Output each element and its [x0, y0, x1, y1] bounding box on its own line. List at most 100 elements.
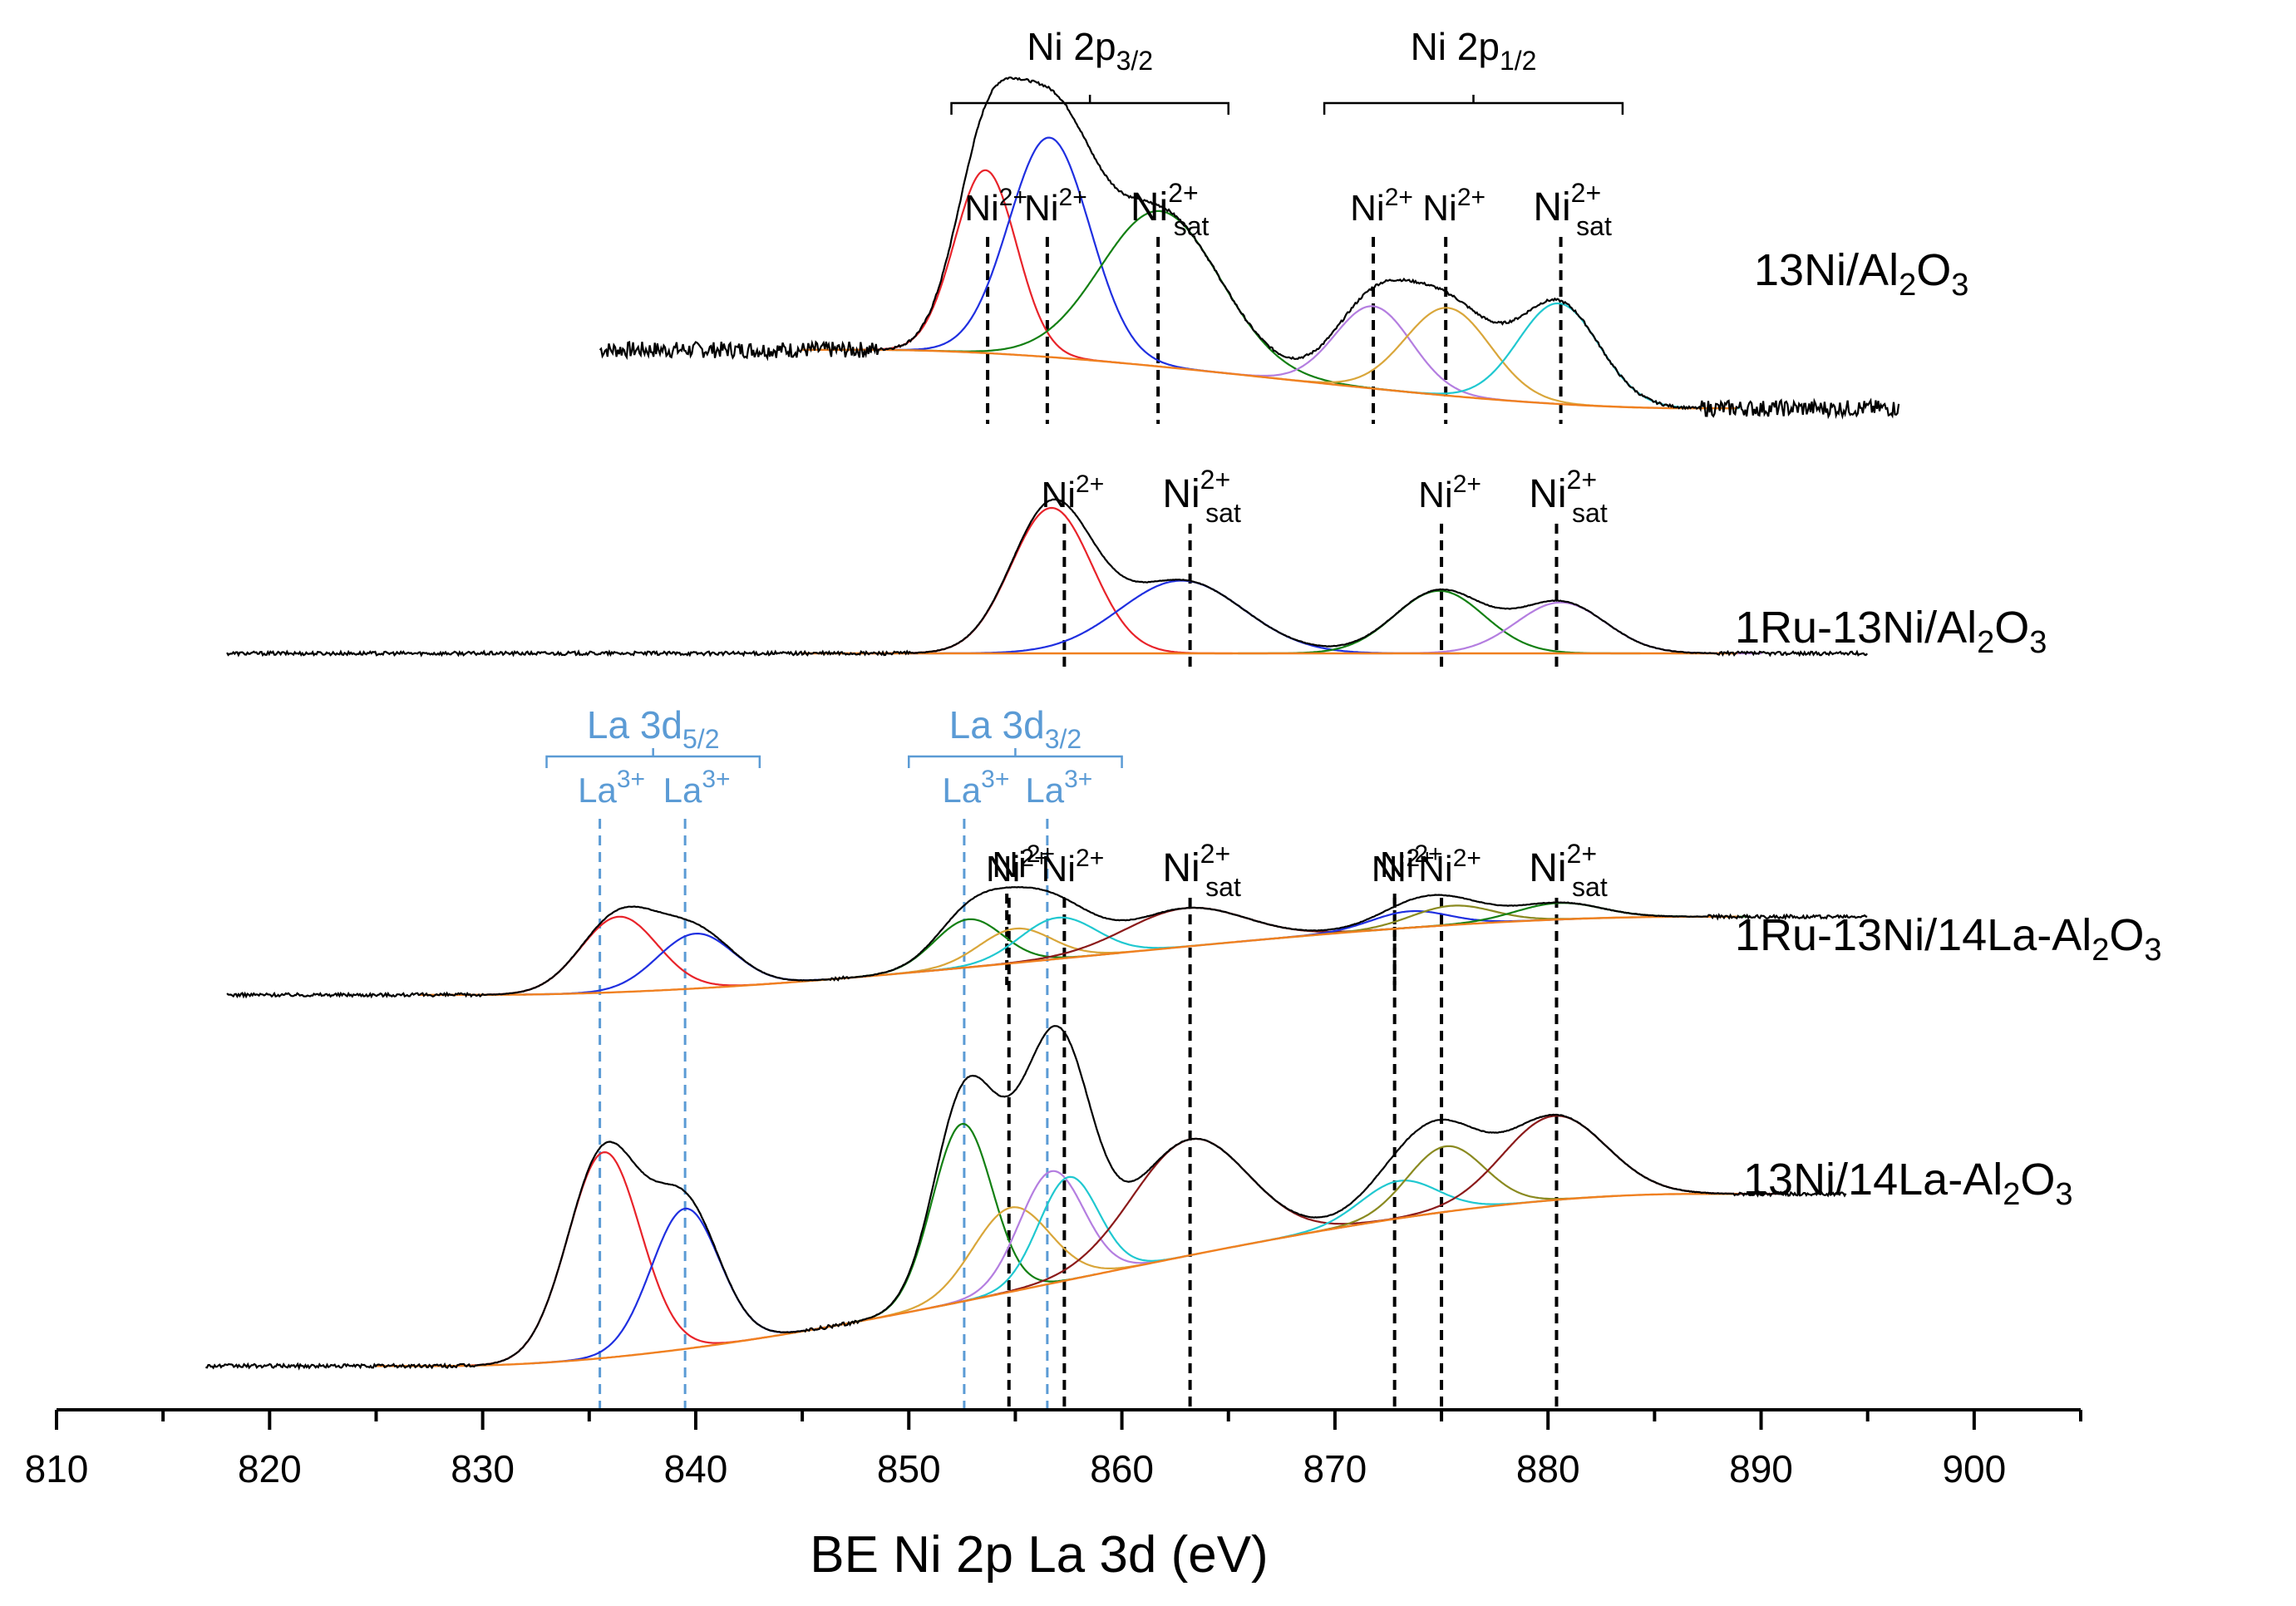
ref-label-sub: sat: [1205, 498, 1241, 528]
ref-label-sup: 2+: [1567, 839, 1597, 869]
ref-label-main: Ni: [992, 845, 1027, 885]
sample-label-main: 13Ni/14La-Al: [1743, 1155, 2003, 1204]
peak-component-3-4: [907, 1170, 1195, 1313]
group-label-main: Ni 2p: [1027, 25, 1116, 68]
x-axis-label: BE Ni 2p La 3d (eV): [810, 1526, 1268, 1584]
background-curve-0: [802, 348, 1738, 410]
peak-component-3-5: [934, 1175, 1203, 1308]
sample-label-sub: 2: [1899, 268, 1916, 303]
envelope-curve-1: [226, 498, 1869, 658]
ref-label-sub: sat: [1572, 498, 1608, 528]
ref-label-main: Ni: [1041, 475, 1076, 515]
envelope-curve-3: [205, 1025, 1847, 1371]
spectrum-1: [226, 498, 1869, 658]
peak-component-3-2: [827, 1122, 1096, 1328]
x-tick-label: 880: [1516, 1447, 1580, 1490]
peak-component-2-1: [523, 933, 868, 996]
ref-label-sup: 2+: [1076, 845, 1104, 872]
ref-label-sub: sat: [1576, 211, 1612, 241]
sample-label-sub: 3: [1951, 268, 1968, 303]
ref-label-main: Ni: [1131, 185, 1168, 229]
peak-component-0-4: [1255, 307, 1638, 409]
ref-label-main: Ni: [1418, 475, 1453, 515]
ref-label-sup: 2+: [1414, 840, 1442, 868]
sample-label-mid: O: [1994, 603, 2029, 653]
ref-label-sub: sat: [1174, 211, 1210, 241]
reference-label: Ni2+ sat: [1529, 465, 1608, 528]
reference-label: Ni2+: [1041, 470, 1104, 515]
ref-label-main: Ni: [1041, 849, 1076, 889]
ref-label-sup: 2+: [1453, 845, 1481, 872]
group-label: Ni 2p1/2: [1411, 25, 1537, 76]
group-label: La 3d5/2: [587, 703, 720, 754]
sample-label-sub: 2: [2092, 933, 2109, 968]
reference-label: Ni2+ sat: [1162, 839, 1241, 902]
reference-label: Ni2+: [986, 845, 1049, 889]
background-curve-3: [376, 1193, 1738, 1367]
ref-label-sup: 3+: [702, 766, 730, 793]
reference-label: Ni2+: [1418, 845, 1481, 889]
ref-label-main: Ni: [1380, 845, 1415, 885]
group-bracket: [908, 748, 1123, 768]
peak-component-0-2: [891, 209, 1427, 395]
x-tick-label: 870: [1303, 1447, 1367, 1490]
group-label-main: La 3d: [949, 703, 1045, 746]
ref-label-sup: 2+: [999, 184, 1027, 211]
ref-label-main: La: [578, 771, 617, 810]
group-label-sub: 5/2: [682, 724, 719, 754]
reference-label: Ni2+: [1418, 470, 1481, 515]
ref-label-sub: sat: [1572, 872, 1608, 902]
reference-label: Ni2+: [1350, 184, 1413, 229]
peak-component-1-2: [1238, 589, 1641, 655]
ref-label-main: Ni: [1422, 188, 1457, 229]
sample-label-main: 1Ru-13Ni/Al: [1735, 603, 1977, 653]
peak-component-1-1: [903, 579, 1460, 655]
ref-label-main: La: [1025, 771, 1064, 810]
sample-label-sub: 3: [2055, 1177, 2072, 1212]
group-bracket: [950, 95, 1229, 115]
x-tick-label: 860: [1090, 1447, 1154, 1490]
ref-label-sup: 2+: [1385, 184, 1413, 211]
ref-label-main: Ni: [1529, 846, 1566, 890]
ref-label-main: Ni: [1418, 849, 1453, 889]
peak-component-0-5: [1376, 302, 1740, 410]
reference-label: Ni2+ sat: [1162, 465, 1241, 528]
sample-label: 1Ru-13Ni/14La-Al2O3: [1735, 910, 2162, 968]
reference-label: La3+: [1025, 766, 1092, 810]
reference-label: Ni2+: [992, 840, 1055, 885]
spectrum-0: [599, 76, 1900, 420]
peak-component-3-0: [441, 1150, 767, 1367]
ref-label-sup: 2+: [1027, 840, 1055, 868]
ref-label-sup: 2+: [1200, 465, 1230, 495]
ref-label-sup: 2+: [1571, 178, 1601, 208]
ref-label-sup: 2+: [1457, 184, 1486, 211]
x-axis: 810 820 830 840 850 860 870 880 890 900: [25, 1408, 2082, 1490]
sample-label-sub: 3: [2029, 625, 2047, 660]
reference-label: Ni2+ sat: [1131, 178, 1210, 241]
ref-label-main: La: [942, 771, 981, 810]
reference-label: Ni2+: [1041, 845, 1104, 889]
group-label-main: La 3d: [587, 703, 682, 746]
spectrum-2: [226, 885, 1868, 999]
x-tick-label: 900: [1942, 1447, 2006, 1490]
peak-component-2-3: [852, 927, 1179, 979]
ref-label-sup: 2+: [1020, 845, 1048, 872]
ref-label-sup: 2+: [1567, 465, 1597, 495]
sample-label-sub: 2: [2003, 1177, 2020, 1212]
ref-label-main: Ni: [1533, 185, 1570, 229]
sample-label-mid: O: [1916, 245, 1951, 295]
ref-label-sub: sat: [1205, 872, 1241, 902]
ref-label-main: Ni: [964, 188, 999, 229]
ref-label-sup: 2+: [1168, 178, 1198, 208]
reference-label: Ni2+: [1422, 184, 1486, 229]
ref-label-sup: 3+: [981, 766, 1009, 793]
group-label: La 3d3/2: [949, 703, 1082, 754]
ref-label-sup: 2+: [1076, 470, 1104, 498]
peak-component-0-1: [867, 136, 1231, 375]
group-bracket: [1323, 95, 1624, 115]
sample-label-sub: 2: [1977, 625, 1994, 660]
group-label: Ni 2p3/2: [1027, 25, 1153, 76]
sample-label-sub: 3: [2144, 933, 2161, 968]
group-bracket: [545, 748, 761, 768]
